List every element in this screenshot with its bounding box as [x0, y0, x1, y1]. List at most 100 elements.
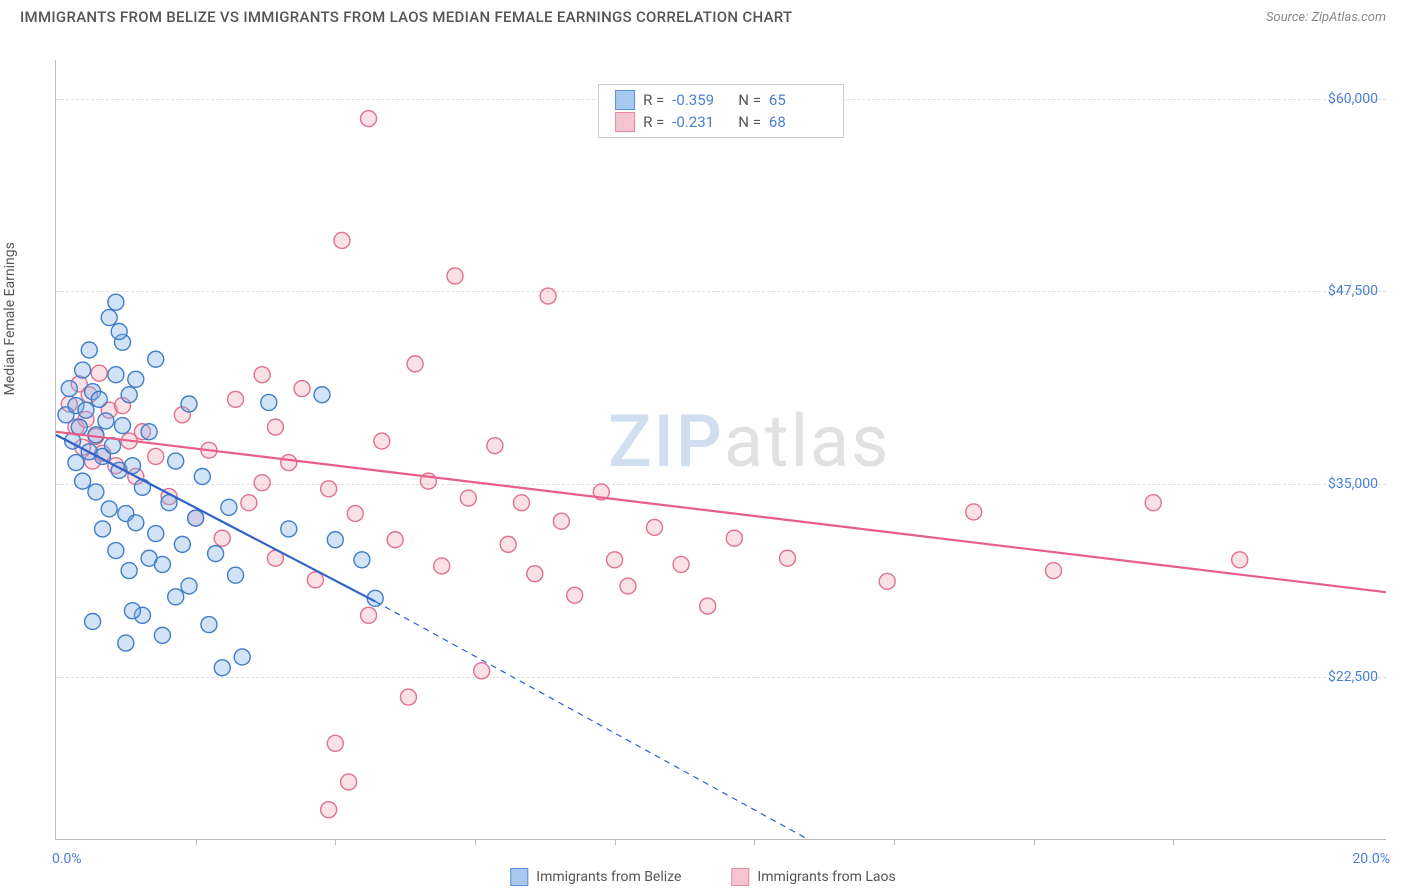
- belize-point: [234, 649, 250, 665]
- belize-point: [121, 563, 137, 579]
- laos-point: [341, 774, 357, 790]
- laos-point: [267, 419, 283, 435]
- laos-point: [966, 504, 982, 520]
- laos-point: [321, 802, 337, 818]
- belize-point: [101, 501, 117, 517]
- x-axis-min-label: 0.0%: [52, 851, 82, 867]
- x-tick: [894, 839, 895, 845]
- belize-point: [118, 635, 134, 651]
- belize-point: [168, 453, 184, 469]
- belize-point: [128, 515, 144, 531]
- belize-point: [314, 387, 330, 403]
- plot-area: ZIPatlas R = -0.359 N = 65 R = -0.231 N …: [55, 60, 1386, 840]
- laos-point: [361, 111, 377, 127]
- laos-point: [1232, 552, 1248, 568]
- laos-point: [527, 566, 543, 582]
- laos-point: [334, 232, 350, 248]
- laos-point: [294, 381, 310, 397]
- belize-point: [148, 526, 164, 542]
- belize-point: [111, 323, 127, 339]
- belize-point: [115, 418, 131, 434]
- laos-point: [387, 532, 403, 548]
- trend-line: [56, 435, 375, 602]
- laos-point: [1145, 495, 1161, 511]
- belize-point: [281, 521, 297, 537]
- correlation-legend: R = -0.359 N = 65 R = -0.231 N = 68: [598, 84, 844, 138]
- laos-point: [347, 506, 363, 522]
- belize-point: [154, 627, 170, 643]
- belize-point: [71, 419, 87, 435]
- belize-point: [108, 367, 124, 383]
- laos-point: [700, 598, 716, 614]
- laos-point: [460, 490, 476, 506]
- x-axis-max-label: 20.0%: [1352, 851, 1390, 867]
- source-attribution: Source: ZipAtlas.com: [1266, 10, 1386, 25]
- laos-point: [400, 689, 416, 705]
- laos-point: [281, 455, 297, 471]
- x-tick: [615, 839, 616, 845]
- laos-point: [434, 558, 450, 574]
- laos-point: [361, 607, 377, 623]
- belize-point: [201, 617, 217, 633]
- belize-point: [188, 510, 204, 526]
- belize-point: [194, 468, 210, 484]
- belize-point: [81, 342, 97, 358]
- x-tick: [754, 839, 755, 845]
- belize-point: [95, 521, 111, 537]
- laos-point: [647, 519, 663, 535]
- laos-point: [241, 495, 257, 511]
- belize-point: [327, 532, 343, 548]
- belize-point: [148, 351, 164, 367]
- bottom-legend: Immigrants from Belize Immigrants from L…: [510, 868, 895, 886]
- laos-point: [726, 530, 742, 546]
- laos-point: [254, 475, 270, 491]
- belize-point: [261, 394, 277, 410]
- belize-point: [98, 413, 114, 429]
- belize-point: [228, 567, 244, 583]
- belize-point: [168, 589, 184, 605]
- laos-point: [879, 573, 895, 589]
- belize-point: [101, 310, 117, 326]
- laos-point: [327, 735, 343, 751]
- laos-point: [474, 663, 490, 679]
- y-axis-label: Median Female Earnings: [2, 242, 18, 395]
- laos-point: [214, 530, 230, 546]
- belize-point: [75, 473, 91, 489]
- trend-line: [375, 601, 807, 839]
- belize-point: [85, 613, 101, 629]
- laos-point: [374, 433, 390, 449]
- laos-point: [91, 365, 107, 381]
- x-tick: [1034, 839, 1035, 845]
- laos-point: [148, 448, 164, 464]
- laos-point: [607, 552, 623, 568]
- laos-point: [321, 481, 337, 497]
- belize-point: [78, 402, 94, 418]
- chart-title: IMMIGRANTS FROM BELIZE VS IMMIGRANTS FRO…: [20, 8, 793, 26]
- legend-item-laos: Immigrants from Laos: [731, 868, 895, 886]
- laos-point: [780, 550, 796, 566]
- belize-point: [91, 391, 107, 407]
- belize-point: [154, 556, 170, 572]
- laos-point: [447, 268, 463, 284]
- laos-point: [254, 367, 270, 383]
- chart-container: Median Female Earnings ZIPatlas R = -0.3…: [0, 36, 1406, 892]
- belize-point: [214, 660, 230, 676]
- belize-point: [68, 455, 84, 471]
- correlation-row-belize: R = -0.359 N = 65: [615, 89, 827, 111]
- laos-point: [540, 288, 556, 304]
- belize-point: [141, 424, 157, 440]
- laos-point: [1046, 563, 1062, 579]
- trend-line: [56, 432, 1386, 592]
- laos-point: [487, 438, 503, 454]
- laos-point: [567, 587, 583, 603]
- laos-point: [407, 356, 423, 372]
- belize-point: [61, 381, 77, 397]
- plot-svg: [56, 60, 1386, 839]
- x-tick: [335, 839, 336, 845]
- belize-point: [88, 484, 104, 500]
- x-tick: [475, 839, 476, 845]
- laos-point: [553, 513, 569, 529]
- belize-point: [174, 536, 190, 552]
- belize-point: [181, 396, 197, 412]
- legend-item-belize: Immigrants from Belize: [510, 868, 681, 886]
